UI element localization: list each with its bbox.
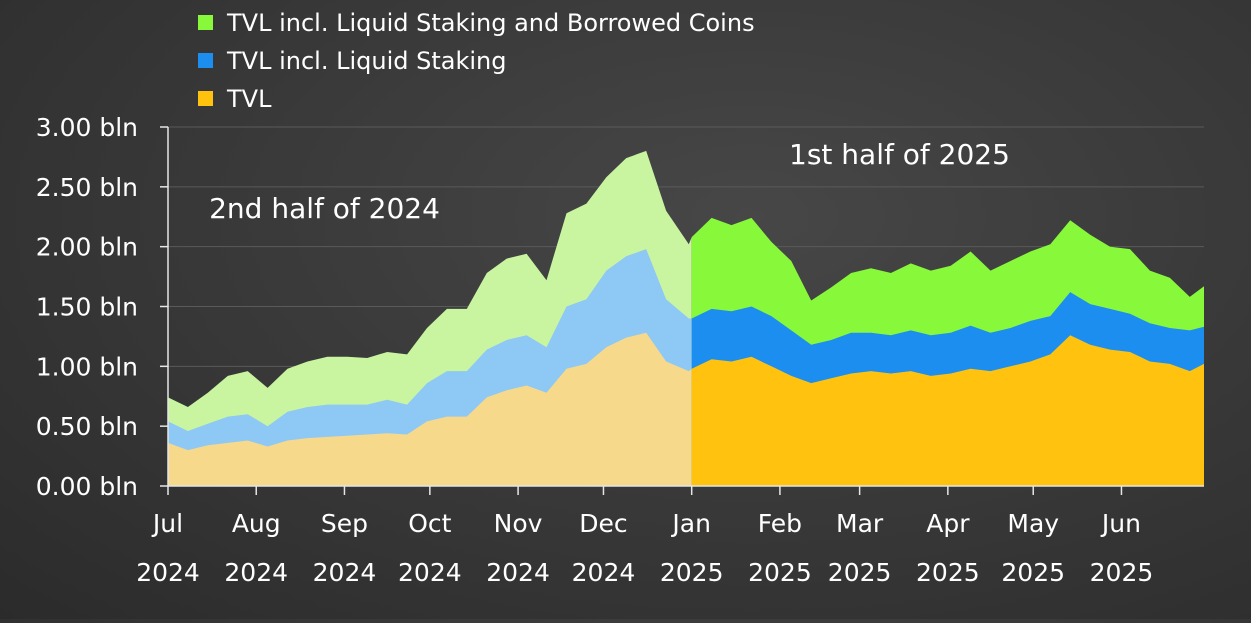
x-tick-year: 2024 <box>572 558 636 587</box>
x-tick-year: 2025 <box>748 558 812 587</box>
x-tick-month: Sep <box>321 509 368 538</box>
y-tick-label: 1.50 bln <box>36 293 138 322</box>
axes: 0.00 bln 0.50 bln 1.00 bln 1.50 bln 2.00 bln… <box>36 113 1204 587</box>
period-label: 2nd half of 2024 <box>209 192 440 225</box>
legend: TVL incl. Liquid Staking and Borrowed Co… <box>198 9 755 113</box>
x-tick-year: 2025 <box>916 558 980 587</box>
legend-label: TVL incl. Liquid Staking and Borrowed Co… <box>226 9 755 37</box>
y-tick-label: 3.00 bln <box>36 113 138 142</box>
period-label: 1st half of 2025 <box>789 138 1010 171</box>
y-tick-label: 0.50 bln <box>36 412 138 441</box>
x-tick-month: Mar <box>836 509 884 538</box>
legend-swatch <box>198 53 213 68</box>
labels: 2nd half of 2024 1st half of 2025 <box>209 138 1010 225</box>
x-tick-year: 2024 <box>136 558 200 587</box>
legend-label: TVL <box>226 85 272 113</box>
x-tick-month: Aug <box>232 509 281 538</box>
x-tick-year: 2024 <box>398 558 462 587</box>
y-tick-label: 2.00 bln <box>36 233 138 262</box>
x-tick-year: 2024 <box>486 558 550 587</box>
x-tick-month: Jul <box>151 509 183 538</box>
x-tick-month: Oct <box>408 509 451 538</box>
y-tick-label: 0.00 bln <box>36 472 138 501</box>
x-tick-year: 2024 <box>224 558 288 587</box>
x-tick-month: Jan <box>670 509 711 538</box>
x-tick-year: 2025 <box>1001 558 1065 587</box>
x-tick-year: 2025 <box>660 558 724 587</box>
x-tick-month: Dec <box>579 509 627 538</box>
x-tick-year: 2025 <box>828 558 892 587</box>
x-tick-month: Nov <box>494 509 543 538</box>
y-tick-label: 1.00 bln <box>36 352 138 381</box>
x-tick-year: 2024 <box>313 558 377 587</box>
y-tick-label: 2.50 bln <box>36 173 138 202</box>
areas <box>168 150 1204 486</box>
x-tick-month: May <box>1007 509 1059 538</box>
legend-label: TVL incl. Liquid Staking <box>226 47 506 75</box>
legend-swatch <box>198 91 213 106</box>
x-tick-month: Apr <box>926 509 970 538</box>
x-tick-month: Feb <box>758 509 802 538</box>
x-tick-month: Jun <box>1100 509 1141 538</box>
legend-swatch <box>198 15 213 30</box>
area-tvl-2025 <box>691 335 1204 486</box>
area-tvl-2024 <box>168 332 692 486</box>
x-tick-year: 2025 <box>1090 558 1154 587</box>
